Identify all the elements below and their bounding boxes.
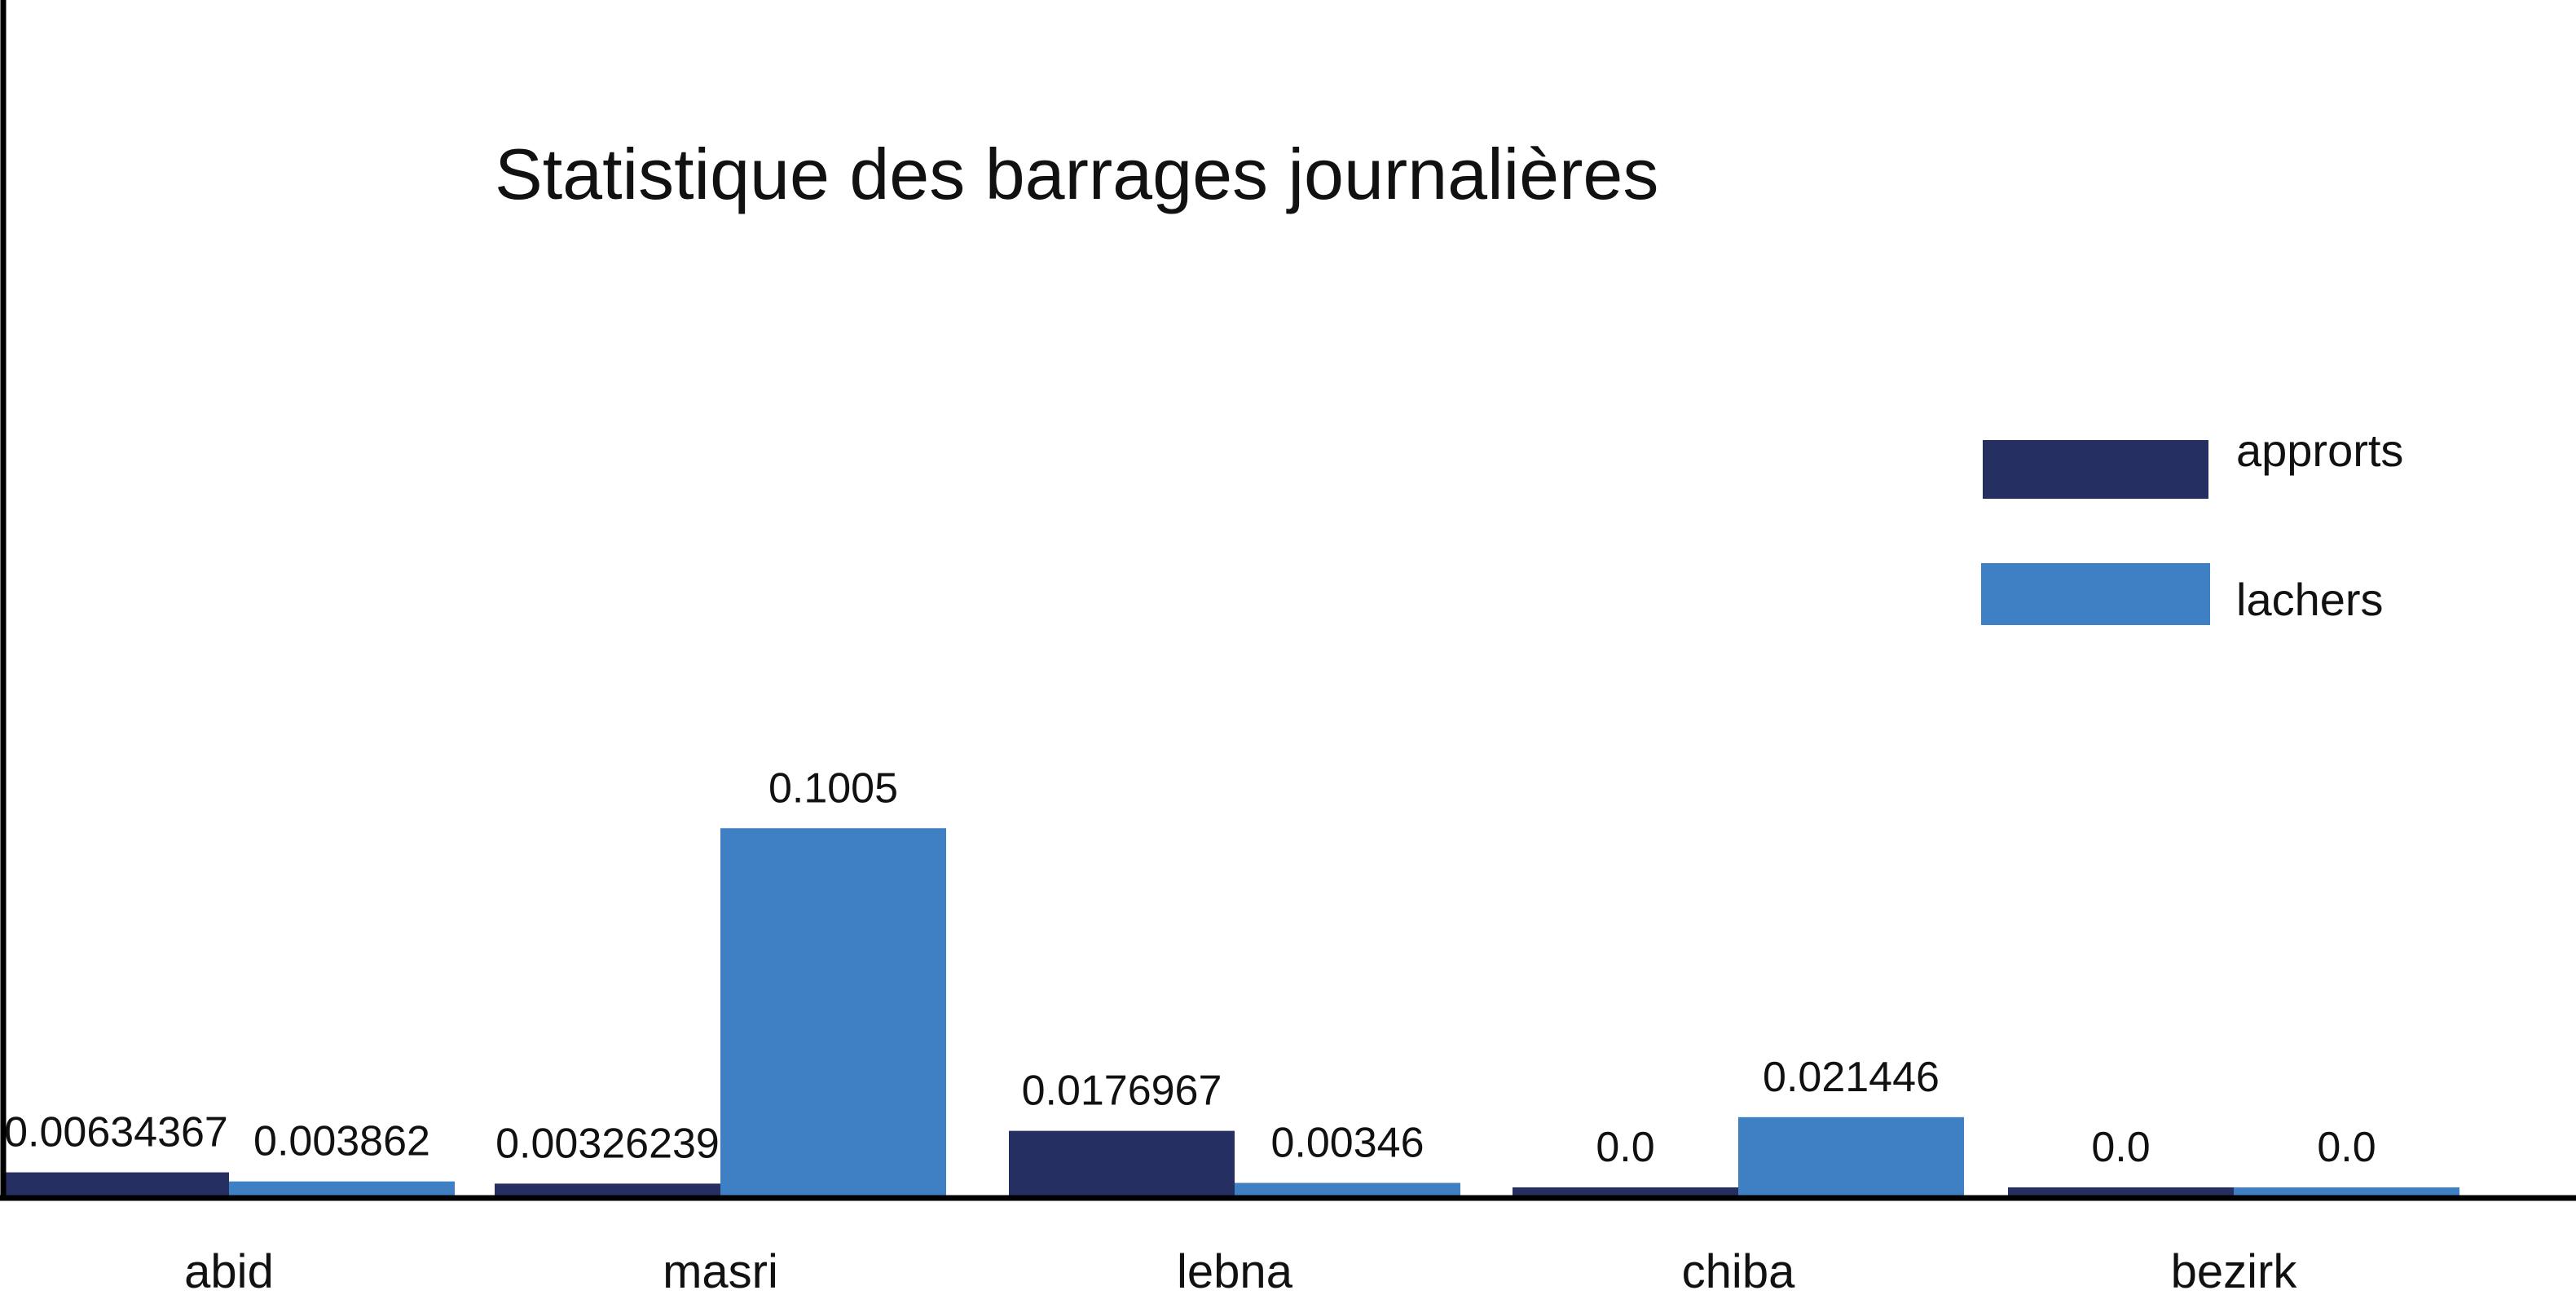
data-label-lachers-abid: 0.003862 [253,1118,430,1165]
data-label-lachers-lebna: 0.00346 [1271,1119,1425,1166]
bars-group [3,828,2459,1196]
bar-approrts-abid [3,1172,229,1196]
x-tick-label-chiba: chiba [1682,1245,1795,1298]
data-label-approrts-lebna: 0.0176967 [1022,1068,1222,1115]
data-label-lachers-bezirk: 0.0 [2317,1124,2376,1171]
legend-swatch-lachers [1981,563,2210,625]
data-labels-group: 0.00634367 0.003862 0.00326239 0.1005 0.0176… [4,764,2376,1171]
bar-approrts-lebna [1009,1130,1235,1196]
legend-swatch-approrts [1983,440,2208,499]
x-tick-label-masri: masri [663,1245,778,1298]
data-label-approrts-abid: 0.00634367 [4,1109,228,1156]
data-label-approrts-bezirk: 0.0 [2091,1124,2150,1171]
legend-label-approrts: approrts [2236,425,2403,476]
legend: approrts lachers [1981,425,2403,625]
data-label-lachers-masri: 0.1005 [768,764,898,812]
bar-lachers-bezirk [2234,1187,2459,1196]
x-tick-label-lebna: lebna [1177,1245,1293,1298]
data-label-approrts-masri: 0.00326239 [495,1120,720,1167]
data-label-lachers-chiba: 0.021446 [1763,1054,1940,1101]
chart-title: Statistique des barrages journalières [495,134,1658,214]
data-label-approrts-chiba: 0.0 [1596,1124,1654,1171]
x-tick-labels-group: abid masri lebna chiba bezirk [184,1245,2297,1298]
bar-lachers-chiba [1738,1116,1964,1196]
bar-approrts-bezirk [2008,1187,2234,1196]
legend-label-lachers: lachers [2236,574,2384,625]
bar-lachers-lebna [1235,1182,1460,1196]
bar-approrts-chiba [1513,1187,1738,1196]
bar-approrts-masri [495,1183,720,1196]
x-tick-label-abid: abid [184,1245,274,1298]
bar-lachers-masri [720,828,946,1196]
bar-lachers-abid [229,1181,455,1196]
x-tick-label-bezirk: bezirk [2171,1245,2298,1298]
